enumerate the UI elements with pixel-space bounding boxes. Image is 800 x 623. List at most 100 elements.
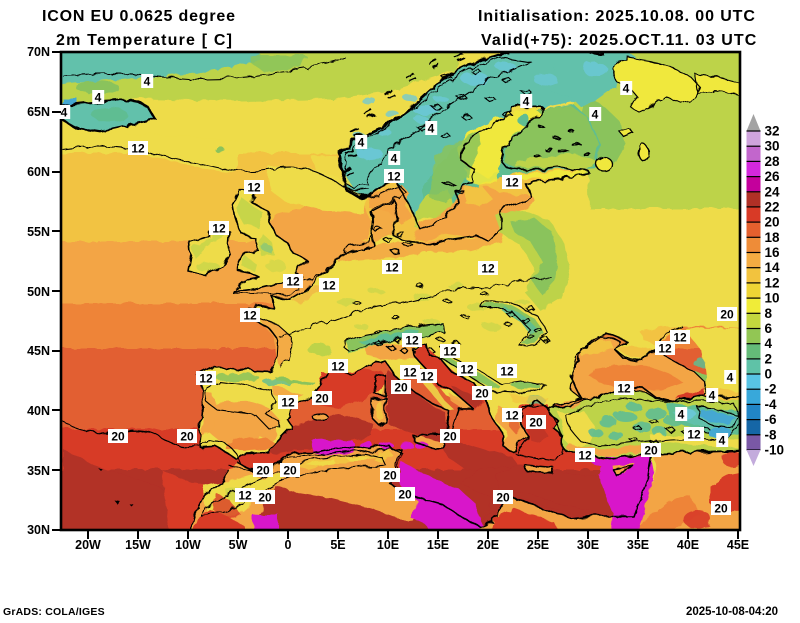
svg-text:40N: 40N xyxy=(27,404,50,418)
svg-text:18: 18 xyxy=(765,230,781,245)
svg-text:12: 12 xyxy=(243,309,257,323)
svg-text:14: 14 xyxy=(765,260,781,275)
svg-text:Valid(+75): 2025.OCT.11. 03 UT: Valid(+75): 2025.OCT.11. 03 UTC xyxy=(481,32,757,49)
svg-text:6: 6 xyxy=(765,321,773,336)
svg-text:12: 12 xyxy=(247,181,261,195)
svg-text:-10: -10 xyxy=(765,443,785,458)
svg-text:2025-10-08-04:20: 2025-10-08-04:20 xyxy=(686,606,778,618)
svg-text:12: 12 xyxy=(617,382,631,396)
svg-text:12: 12 xyxy=(658,342,672,356)
svg-text:12: 12 xyxy=(500,365,514,379)
svg-text:50N: 50N xyxy=(27,285,50,299)
svg-text:10: 10 xyxy=(765,291,780,306)
svg-text:4: 4 xyxy=(358,136,365,150)
svg-text:Initialisation: 2025.10.08. 00: Initialisation: 2025.10.08. 00 UTC xyxy=(478,8,756,25)
svg-text:12: 12 xyxy=(505,409,519,423)
svg-text:12: 12 xyxy=(765,275,780,290)
svg-text:12: 12 xyxy=(199,372,213,386)
svg-text:12: 12 xyxy=(403,366,417,380)
svg-text:20: 20 xyxy=(315,392,329,406)
svg-text:20E: 20E xyxy=(477,538,499,552)
svg-text:60N: 60N xyxy=(27,165,50,179)
svg-text:12: 12 xyxy=(238,489,252,503)
svg-text:12: 12 xyxy=(687,428,701,442)
svg-text:ICON EU 0.0625 degree: ICON EU 0.0625 degree xyxy=(42,8,236,25)
svg-text:45E: 45E xyxy=(727,538,749,552)
svg-text:5W: 5W xyxy=(229,538,248,552)
svg-text:55N: 55N xyxy=(27,225,50,239)
svg-text:22: 22 xyxy=(765,199,780,214)
svg-text:4: 4 xyxy=(391,152,398,166)
svg-text:12: 12 xyxy=(578,449,592,463)
svg-text:12: 12 xyxy=(405,334,419,348)
svg-text:12: 12 xyxy=(420,370,434,384)
svg-text:65N: 65N xyxy=(27,105,50,119)
svg-text:24: 24 xyxy=(765,184,781,199)
svg-text:12: 12 xyxy=(387,170,401,184)
svg-text:12: 12 xyxy=(281,396,295,410)
svg-text:20: 20 xyxy=(258,491,272,505)
svg-text:40E: 40E xyxy=(677,538,699,552)
svg-text:12: 12 xyxy=(481,262,495,276)
svg-text:4: 4 xyxy=(61,106,68,120)
svg-text:35N: 35N xyxy=(27,464,50,478)
svg-text:25E: 25E xyxy=(527,538,549,552)
svg-text:4: 4 xyxy=(428,122,435,136)
svg-text:20: 20 xyxy=(256,464,270,478)
svg-text:-4: -4 xyxy=(765,397,777,412)
svg-text:20: 20 xyxy=(180,430,194,444)
svg-text:20: 20 xyxy=(529,416,543,430)
svg-text:8: 8 xyxy=(765,306,773,321)
svg-text:30: 30 xyxy=(765,139,780,154)
svg-text:4: 4 xyxy=(592,108,599,122)
svg-text:30N: 30N xyxy=(27,523,50,537)
svg-text:0: 0 xyxy=(285,538,292,552)
svg-text:20: 20 xyxy=(644,444,658,458)
svg-text:2: 2 xyxy=(765,351,773,366)
svg-text:12: 12 xyxy=(286,275,300,289)
svg-text:GrADS: COLA/IGES: GrADS: COLA/IGES xyxy=(3,606,105,618)
svg-text:20: 20 xyxy=(765,215,780,230)
svg-text:4: 4 xyxy=(678,408,685,422)
svg-text:20: 20 xyxy=(283,464,297,478)
svg-text:4: 4 xyxy=(623,82,630,96)
svg-text:12: 12 xyxy=(505,176,519,190)
svg-text:20: 20 xyxy=(394,381,408,395)
svg-text:12: 12 xyxy=(212,222,226,236)
svg-text:-8: -8 xyxy=(765,427,777,442)
svg-text:-2: -2 xyxy=(765,382,777,397)
svg-text:12: 12 xyxy=(322,279,336,293)
svg-text:28: 28 xyxy=(765,154,781,169)
svg-text:30E: 30E xyxy=(577,538,599,552)
svg-text:4: 4 xyxy=(727,371,734,385)
svg-text:4: 4 xyxy=(523,95,530,109)
svg-text:20: 20 xyxy=(443,430,457,444)
svg-text:10E: 10E xyxy=(377,538,399,552)
svg-text:20: 20 xyxy=(496,491,510,505)
svg-text:2m Temperature [ C]: 2m Temperature [ C] xyxy=(56,32,233,49)
svg-text:20: 20 xyxy=(398,488,412,502)
svg-text:35E: 35E xyxy=(627,538,649,552)
svg-text:20: 20 xyxy=(475,387,489,401)
svg-text:12: 12 xyxy=(443,345,457,359)
svg-text:10W: 10W xyxy=(175,538,201,552)
svg-text:32: 32 xyxy=(765,124,780,139)
svg-text:15E: 15E xyxy=(427,538,449,552)
svg-text:16: 16 xyxy=(765,245,781,260)
svg-text:20: 20 xyxy=(714,502,728,516)
svg-text:12: 12 xyxy=(331,360,345,374)
svg-text:20W: 20W xyxy=(75,538,101,552)
svg-text:20: 20 xyxy=(111,430,125,444)
svg-text:15W: 15W xyxy=(125,538,151,552)
svg-text:4: 4 xyxy=(719,434,726,448)
svg-text:45N: 45N xyxy=(27,344,50,358)
svg-text:70N: 70N xyxy=(27,45,50,59)
svg-text:4: 4 xyxy=(709,389,716,403)
svg-text:4: 4 xyxy=(765,336,773,351)
svg-text:20: 20 xyxy=(720,308,734,322)
svg-text:-6: -6 xyxy=(765,412,777,427)
svg-text:4: 4 xyxy=(95,91,102,105)
svg-text:5E: 5E xyxy=(330,538,345,552)
svg-text:12: 12 xyxy=(131,142,145,156)
svg-text:20: 20 xyxy=(383,469,397,483)
